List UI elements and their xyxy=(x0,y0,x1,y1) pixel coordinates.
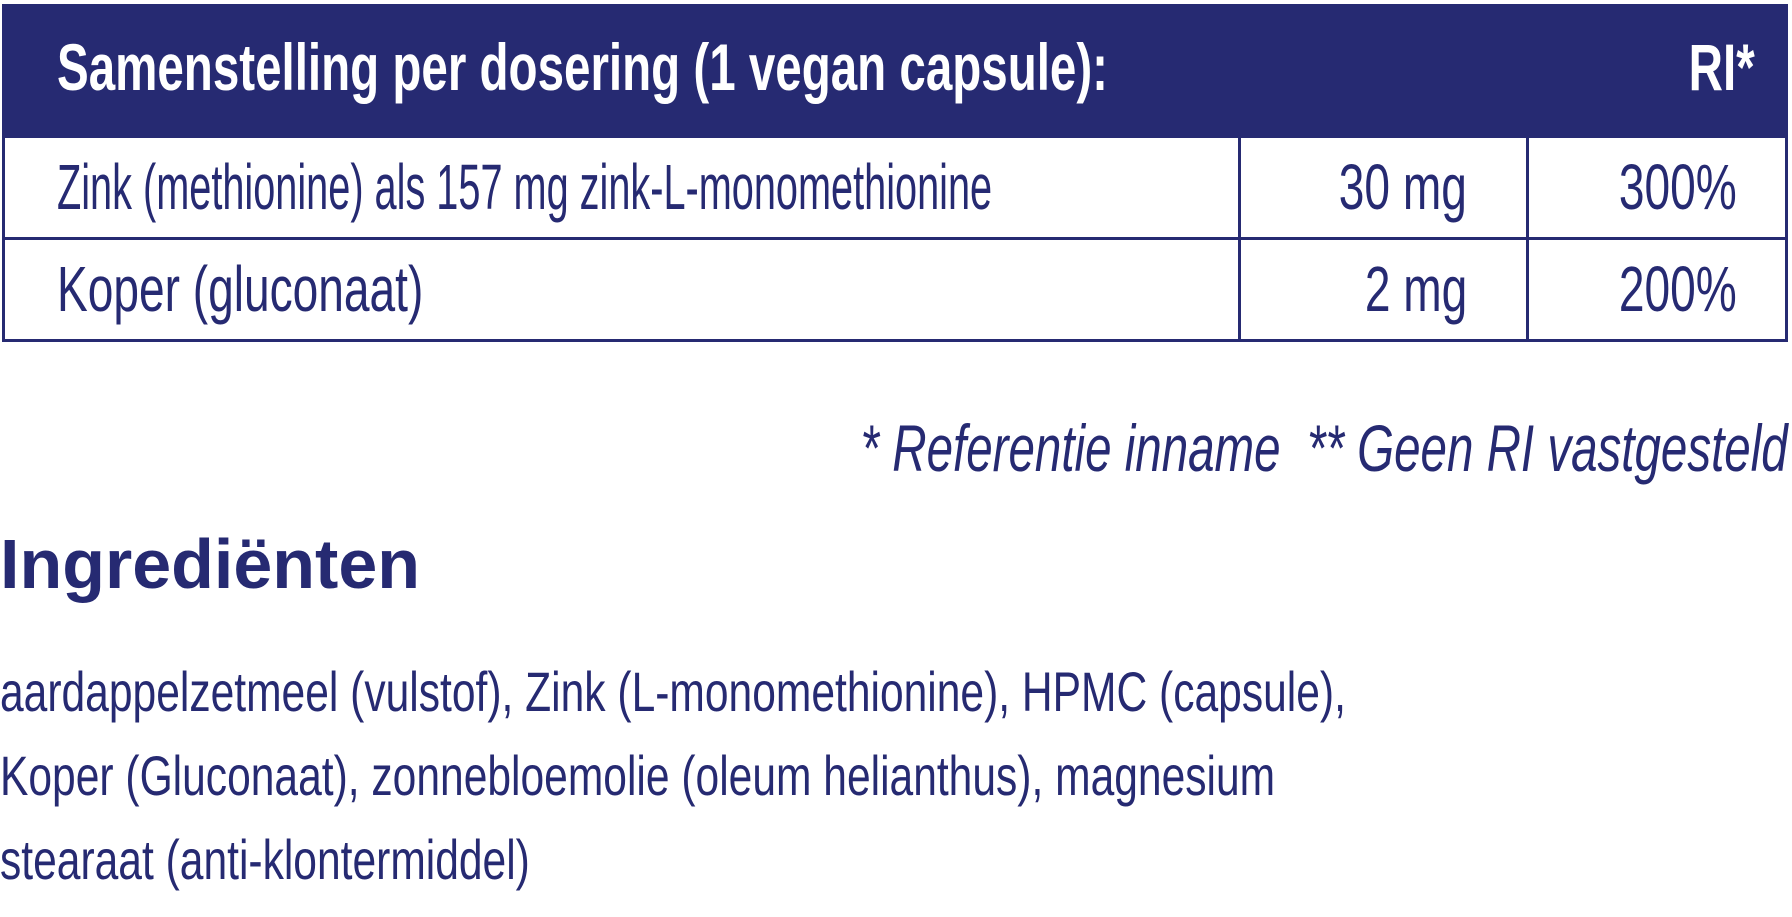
nutrition-table: Samenstelling per dosering (1 vegan caps… xyxy=(2,4,1788,342)
row-ri: 200% xyxy=(1619,253,1737,325)
ingredients-line: stearaat (anti-klontermiddel) xyxy=(0,828,530,891)
ingredients-text: aardappelzetmeel (vulstof), Zink (L-mono… xyxy=(0,650,1771,902)
row-name: Zink (methionine) als 157 mg zink-L-mono… xyxy=(57,151,993,223)
table-header: Samenstelling per dosering (1 vegan caps… xyxy=(5,7,1785,135)
row-amount: 30 mg xyxy=(1338,151,1467,223)
header-ri: RI* xyxy=(1688,30,1755,104)
footnote: * Referentie inname ** Geen RI vastgeste… xyxy=(860,411,1788,485)
header-title: Samenstelling per dosering (1 vegan caps… xyxy=(57,30,1109,104)
row-amount: 2 mg xyxy=(1364,253,1467,325)
table-row: Koper (gluconaat) 2 mg 200% xyxy=(5,237,1785,342)
row-ri: 300% xyxy=(1619,151,1737,223)
ingredients-line: Koper (Gluconaat), zonnebloemolie (oleum… xyxy=(0,744,1276,807)
row-name: Koper (gluconaat) xyxy=(57,253,424,325)
table-row: Zink (methionine) als 157 mg zink-L-mono… xyxy=(5,135,1785,240)
ingredients-line: aardappelzetmeel (vulstof), Zink (L-mono… xyxy=(0,660,1346,723)
ingredients-title: Ingrediënten xyxy=(0,525,421,603)
